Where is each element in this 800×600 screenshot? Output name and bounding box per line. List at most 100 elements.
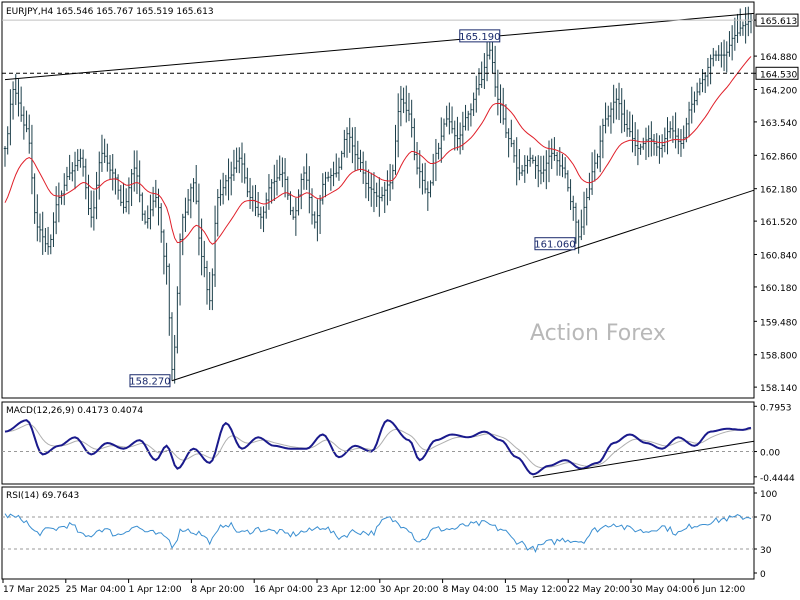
lower-trendline xyxy=(171,189,755,382)
candle xyxy=(286,176,289,200)
candle xyxy=(146,205,149,229)
candle xyxy=(725,41,728,73)
candle xyxy=(256,192,260,218)
candle xyxy=(628,111,632,137)
candle xyxy=(475,75,478,113)
candle xyxy=(566,170,570,192)
candle xyxy=(636,129,640,166)
candle xyxy=(660,134,664,158)
candle xyxy=(262,206,265,233)
svg-text:158.270: 158.270 xyxy=(129,377,170,388)
candle xyxy=(418,150,421,189)
candle xyxy=(741,21,745,36)
candle xyxy=(345,127,349,158)
candle xyxy=(52,212,55,247)
candle xyxy=(356,140,360,171)
watermark-text: Action Forex xyxy=(530,321,666,346)
candle xyxy=(359,149,362,173)
price-annotation: 158.270 xyxy=(129,374,171,388)
candle xyxy=(693,91,696,113)
candle xyxy=(111,153,114,191)
candle xyxy=(598,125,602,173)
candle xyxy=(421,163,424,195)
candle xyxy=(370,172,373,207)
candle xyxy=(728,31,731,57)
candle xyxy=(205,260,209,305)
candle xyxy=(658,135,661,164)
candle xyxy=(283,158,287,198)
candle xyxy=(671,115,675,143)
price-tick-label: 164.530 xyxy=(760,70,797,80)
price-tick-label: 163.540 xyxy=(760,119,797,129)
candle xyxy=(364,160,368,199)
candle xyxy=(313,211,316,229)
candle xyxy=(550,138,553,170)
candle xyxy=(477,68,481,96)
candle xyxy=(429,180,432,198)
candle xyxy=(749,13,753,34)
candle xyxy=(545,150,548,190)
candle xyxy=(114,168,117,195)
candle xyxy=(472,92,475,117)
candle xyxy=(623,99,626,132)
candle xyxy=(456,116,459,151)
x-tick-label: 25 Mar 04:00 xyxy=(66,585,126,595)
candle xyxy=(432,153,435,186)
candle xyxy=(208,272,211,310)
candle xyxy=(6,126,9,155)
candle xyxy=(537,155,540,188)
candle xyxy=(488,40,491,60)
price-tick-label: 160.840 xyxy=(760,252,797,262)
candle xyxy=(216,189,219,237)
candle xyxy=(679,129,683,157)
x-tick-label: 30 Apr 20:00 xyxy=(380,585,439,595)
moving-average-line xyxy=(4,56,752,245)
rsi-tick-label: 100 xyxy=(760,490,777,500)
candle xyxy=(46,226,50,255)
candle xyxy=(396,93,400,158)
candle xyxy=(682,125,685,149)
macd-panel-frame xyxy=(1,401,755,485)
candle xyxy=(160,203,163,243)
price-tick-label: 158.140 xyxy=(760,384,797,394)
candle xyxy=(502,87,505,125)
candle xyxy=(103,138,106,163)
rsi-tick-label: 30 xyxy=(760,546,772,556)
candle xyxy=(590,152,594,195)
candle xyxy=(663,127,667,153)
candle xyxy=(510,119,513,148)
candle xyxy=(22,106,26,140)
candle xyxy=(593,149,596,182)
candle xyxy=(197,183,201,256)
candle xyxy=(92,190,96,231)
candle xyxy=(480,61,483,88)
price-tick-label: 158.800 xyxy=(760,352,797,362)
candle xyxy=(413,118,416,161)
candle xyxy=(176,286,179,354)
x-tick-label: 16 Apr 04:00 xyxy=(254,585,313,595)
candle xyxy=(321,173,324,205)
x-tick-label: 1 Apr 12:00 xyxy=(129,585,182,595)
candle xyxy=(71,162,74,182)
candle xyxy=(353,126,357,171)
candle xyxy=(720,42,723,68)
candle xyxy=(607,105,610,127)
candle xyxy=(690,86,693,124)
x-tick-label: 15 May 12:00 xyxy=(505,585,567,595)
candle xyxy=(388,163,392,201)
candle xyxy=(555,151,559,176)
candle xyxy=(116,174,120,200)
candle xyxy=(577,219,580,254)
candle xyxy=(445,105,448,127)
candle xyxy=(405,85,408,123)
candle xyxy=(221,172,225,205)
candle xyxy=(526,155,529,174)
candle xyxy=(585,188,588,226)
x-tick-label: 30 May 04:00 xyxy=(631,585,693,595)
candle xyxy=(604,102,607,134)
candle xyxy=(467,110,470,131)
candle xyxy=(652,134,656,156)
candle xyxy=(17,79,20,117)
candle xyxy=(326,171,330,182)
candle xyxy=(335,153,338,178)
